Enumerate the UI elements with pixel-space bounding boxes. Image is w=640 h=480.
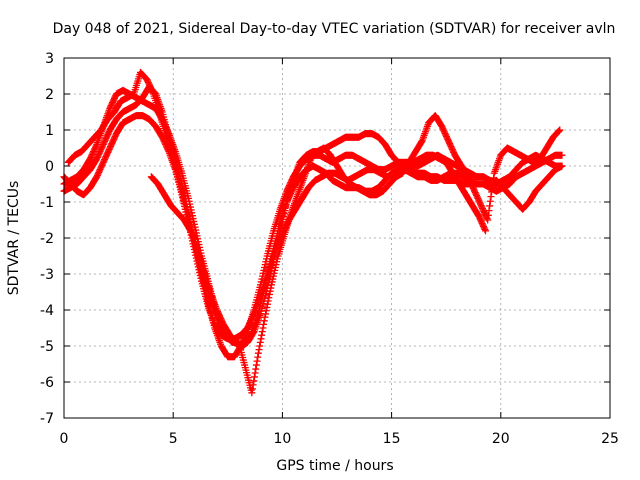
- data-point: [486, 202, 494, 210]
- data-point: [488, 183, 496, 191]
- data-point: [556, 126, 564, 134]
- y-tick-label: -3: [40, 267, 54, 283]
- data-point: [259, 324, 267, 332]
- data-point: [249, 311, 257, 319]
- data-point: [481, 225, 489, 233]
- series-2: [60, 83, 566, 361]
- data-point: [260, 317, 268, 325]
- data-point: [258, 328, 266, 336]
- x-tick-label: 25: [601, 431, 619, 447]
- y-tick-label: -7: [40, 411, 54, 427]
- x-axis-label: GPS time / hours: [276, 458, 393, 474]
- data-point: [260, 320, 268, 328]
- y-tick-label: 3: [45, 51, 54, 67]
- data-point: [255, 346, 263, 354]
- data-point: [484, 211, 492, 219]
- y-axis-label: SDTVAR / TECUs: [6, 181, 22, 296]
- data-point: [558, 162, 566, 170]
- data-point: [266, 287, 274, 295]
- data-point: [149, 89, 157, 97]
- y-tick-label: -4: [40, 303, 54, 319]
- data-point: [264, 300, 272, 308]
- y-tick-label: 0: [45, 159, 54, 175]
- series-5: [147, 151, 490, 350]
- data-point: [254, 353, 262, 361]
- x-tick-label: 10: [273, 431, 291, 447]
- data-point: [485, 207, 493, 215]
- x-tick-label: 15: [383, 431, 401, 447]
- y-tick-label: 2: [45, 87, 54, 103]
- data-point: [483, 215, 491, 223]
- x-tick-label: 5: [169, 431, 178, 447]
- data-point: [261, 313, 269, 321]
- y-tick-label: 1: [45, 123, 54, 139]
- data-point: [266, 291, 274, 299]
- data-point: [251, 369, 259, 377]
- data-point: [249, 381, 257, 389]
- x-tick-label: 0: [60, 431, 69, 447]
- data-point: [487, 193, 495, 201]
- data-point: [482, 227, 490, 235]
- x-tick-label: 20: [492, 431, 510, 447]
- y-tick-label: -1: [40, 195, 54, 211]
- data-point: [248, 385, 256, 393]
- data-point: [484, 216, 492, 224]
- data-point: [558, 151, 566, 159]
- chart-title: Day 048 of 2021, Sidereal Day-to-day VTE…: [53, 21, 616, 37]
- data-point: [248, 389, 256, 397]
- data-point: [258, 331, 266, 339]
- data-point: [490, 174, 498, 182]
- data-point: [265, 294, 273, 302]
- data-point: [555, 127, 563, 135]
- data-point: [256, 342, 264, 350]
- data-marks: [60, 68, 566, 397]
- axis-ticks: [63, 57, 611, 419]
- y-tick-label: -6: [40, 375, 54, 391]
- data-point: [262, 310, 270, 318]
- data-point: [252, 361, 260, 369]
- data-point: [264, 297, 272, 305]
- data-point: [256, 338, 264, 346]
- data-point: [257, 335, 265, 343]
- data-point: [262, 307, 270, 315]
- data-point: [250, 373, 258, 381]
- data-point: [253, 357, 261, 365]
- y-tick-label: -2: [40, 231, 54, 247]
- data-point: [252, 365, 260, 373]
- grid: [64, 58, 610, 418]
- data-point: [250, 377, 258, 385]
- data-point: [263, 303, 271, 311]
- data-point: [92, 142, 100, 150]
- data-point: [554, 127, 562, 135]
- y-tick-label: -5: [40, 339, 54, 355]
- data-point: [489, 179, 497, 187]
- data-point: [488, 188, 496, 196]
- data-point: [267, 284, 275, 292]
- series-3: [60, 112, 566, 343]
- data-point: [254, 349, 262, 357]
- data-point: [486, 197, 494, 205]
